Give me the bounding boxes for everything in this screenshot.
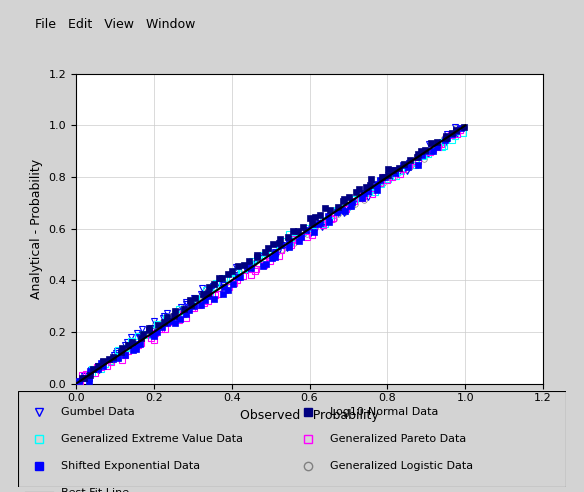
- Text: Log10-Normal Data: Log10-Normal Data: [331, 407, 439, 417]
- Text: Gumbel Data: Gumbel Data: [61, 407, 135, 417]
- Text: Generalized Pareto Data: Generalized Pareto Data: [331, 434, 467, 444]
- Text: File   Edit   View   Window: File Edit View Window: [35, 18, 196, 31]
- Y-axis label: Analytical - Probability: Analytical - Probability: [30, 159, 43, 299]
- Text: Generalized Logistic Data: Generalized Logistic Data: [331, 461, 474, 471]
- Text: Generalized Extreme Value Data: Generalized Extreme Value Data: [61, 434, 244, 444]
- Text: Shifted Exponential Data: Shifted Exponential Data: [61, 461, 200, 471]
- Text: Best Fit Line: Best Fit Line: [61, 488, 130, 492]
- X-axis label: Observed - Probability: Observed - Probability: [240, 409, 379, 422]
